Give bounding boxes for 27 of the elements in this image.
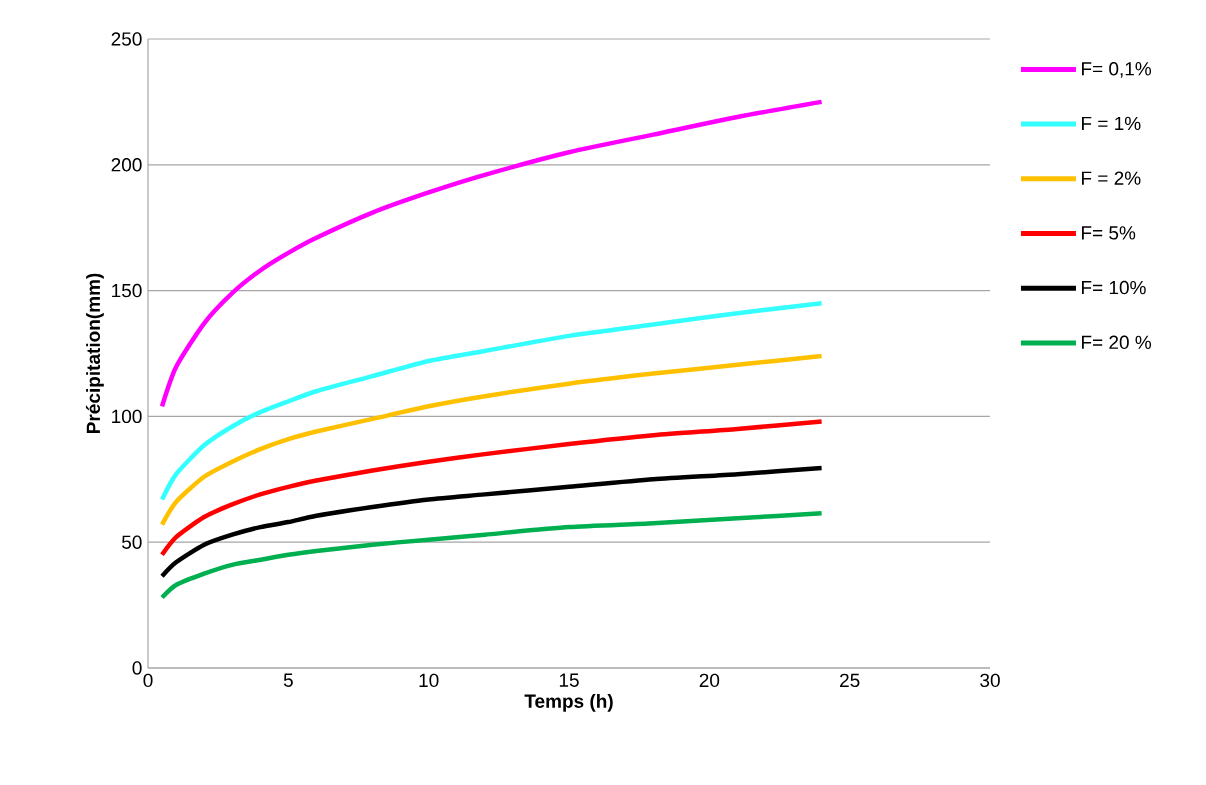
- legend-label: F= 5%: [1082, 226, 1136, 240]
- legend-label: F = 1%: [1082, 116, 1141, 131]
- x-tick-label: 0: [143, 673, 153, 688]
- line-series: [159, 300, 824, 502]
- legend-label: F= 0,1%: [1082, 62, 1152, 78]
- x-tick-label: 15: [559, 673, 579, 687]
- line-series: [159, 465, 824, 579]
- y-tick-label: 250: [111, 32, 142, 46]
- x-tick-label: 10: [419, 673, 439, 688]
- line-series: [159, 511, 824, 600]
- x-tick-label: 5: [283, 673, 293, 687]
- y-tick-label: 100: [112, 409, 142, 424]
- y-tick-label: 0: [132, 661, 142, 675]
- line-series: [159, 99, 824, 409]
- y-tick-label: 200: [111, 158, 142, 172]
- line-series: [159, 353, 824, 527]
- y-axis-title: Précipitation(mm): [85, 273, 104, 433]
- y-tick-label: 150: [112, 283, 142, 298]
- y-tick-label: 50: [122, 535, 142, 549]
- x-tick-label: 30: [980, 673, 1000, 688]
- legend-label: F = 2%: [1082, 171, 1141, 185]
- x-tick-label: 25: [840, 673, 860, 688]
- x-axis-title: Temps (h): [524, 693, 613, 712]
- line-series: [159, 419, 824, 558]
- legend-label: F= 20 %: [1082, 335, 1152, 350]
- x-tick-label: 20: [699, 673, 720, 688]
- legend-label: F= 10%: [1082, 280, 1146, 295]
